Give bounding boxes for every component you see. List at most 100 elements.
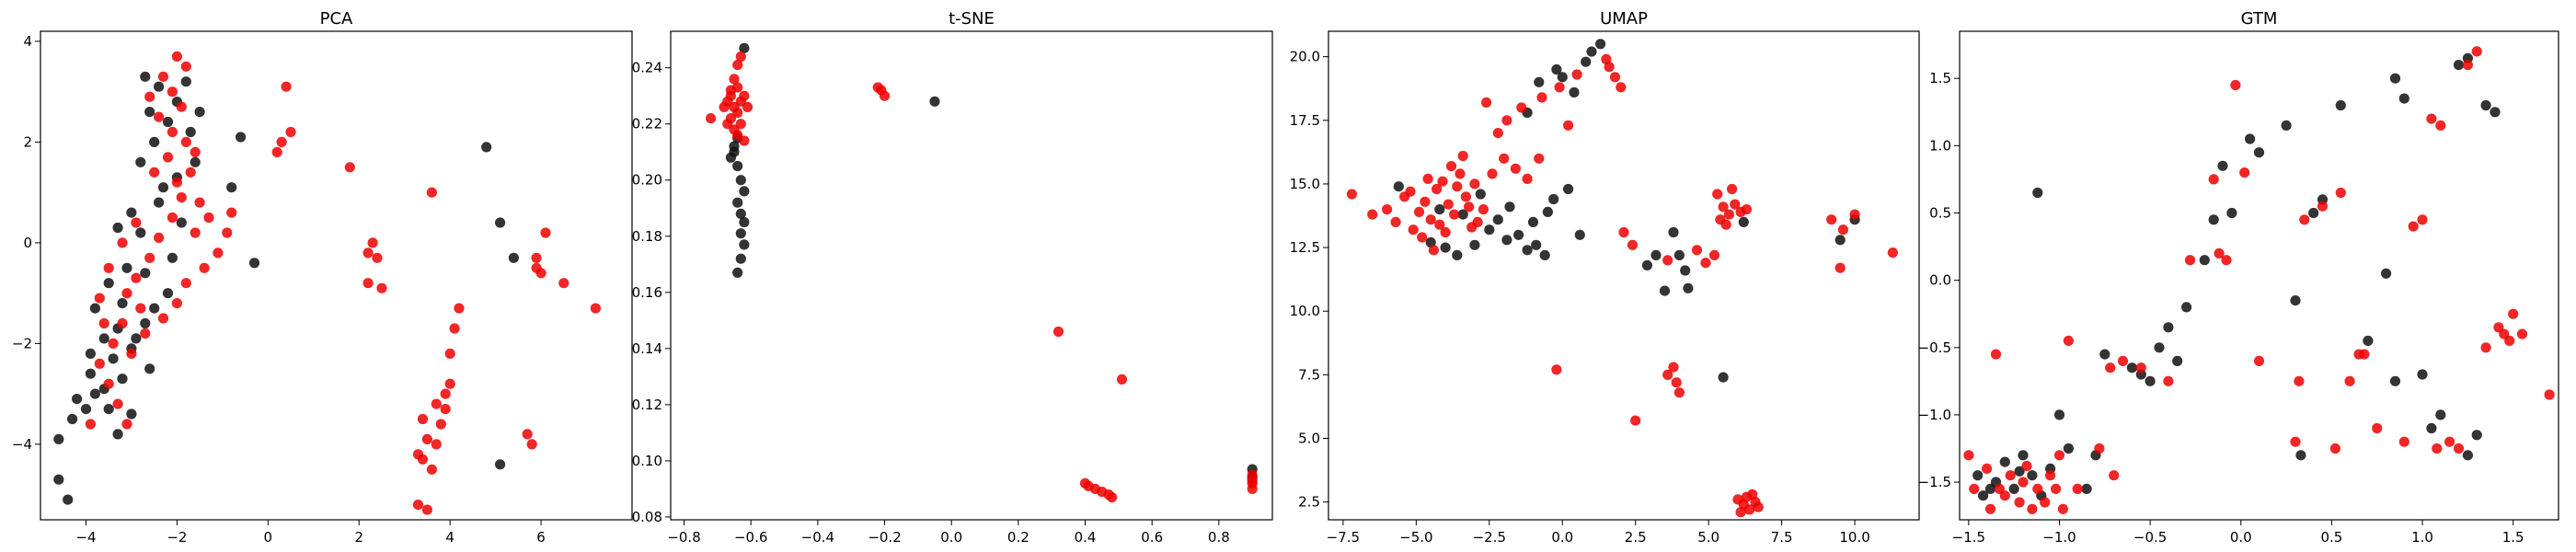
x-tick-label: −0.5 xyxy=(2133,529,2167,546)
data-point xyxy=(2294,375,2305,386)
data-point xyxy=(190,156,201,167)
data-point xyxy=(131,333,142,344)
data-point xyxy=(706,113,717,124)
data-point xyxy=(729,74,740,85)
data-point xyxy=(444,348,455,359)
data-point xyxy=(1673,387,1685,398)
data-point xyxy=(1413,206,1425,217)
data-point xyxy=(167,252,178,263)
x-tick-label: −2 xyxy=(167,529,187,546)
data-point xyxy=(1834,235,1846,246)
data-point xyxy=(421,433,432,444)
data-point xyxy=(2329,443,2340,454)
data-point xyxy=(412,500,424,511)
data-point xyxy=(112,222,123,234)
x-tick-label: 0.0 xyxy=(1551,529,1573,546)
data-point xyxy=(1499,153,1510,164)
data-point xyxy=(1422,173,1433,184)
data-point xyxy=(135,227,146,238)
x-tick-label: −0.4 xyxy=(801,529,834,546)
data-point xyxy=(732,197,743,208)
data-point xyxy=(2018,477,2029,488)
data-point xyxy=(1551,364,1562,375)
data-point xyxy=(180,136,191,147)
data-point xyxy=(1116,374,1128,385)
data-point xyxy=(1671,377,1682,388)
data-point xyxy=(2045,470,2056,481)
data-point xyxy=(1534,153,1545,164)
x-tick-label: −0.6 xyxy=(734,529,767,546)
data-point xyxy=(2032,483,2043,495)
data-point xyxy=(144,252,155,263)
data-point xyxy=(421,504,432,515)
data-point xyxy=(2493,322,2504,333)
data-point xyxy=(1425,214,1436,225)
data-point xyxy=(2208,214,2219,225)
data-point xyxy=(1513,229,1524,240)
data-point xyxy=(1504,201,1515,213)
data-point xyxy=(1715,214,1726,225)
data-point xyxy=(1445,161,1457,172)
x-tick-label: 2 xyxy=(354,529,363,546)
chart-panel-2: −0.8 −0.6 −0.4 −0.2 0.0 0.2 0.4 0.6 0.8 0.08 0.10 0… xyxy=(632,9,1273,546)
data-point xyxy=(1887,247,1898,259)
plot-frame xyxy=(40,30,633,521)
data-point xyxy=(1849,209,1860,220)
data-point xyxy=(171,298,182,309)
data-point xyxy=(2544,389,2555,400)
y-tick-label: 20.0 xyxy=(1290,49,1320,65)
data-point xyxy=(449,323,460,334)
x-tick-label: −7.5 xyxy=(1327,529,1360,546)
x-tick-label: −1.5 xyxy=(1952,529,1985,546)
data-point xyxy=(1522,245,1533,256)
chart-title: UMAP xyxy=(1600,9,1648,29)
data-point xyxy=(126,408,137,420)
data-point xyxy=(1609,72,1621,83)
data-point xyxy=(2163,322,2174,333)
data-point xyxy=(2032,187,2043,199)
data-point xyxy=(1542,206,1553,217)
data-point xyxy=(440,404,451,415)
data-point xyxy=(1464,201,1475,213)
x-tick-label: −0.8 xyxy=(667,529,700,546)
data-point xyxy=(1449,209,1460,220)
data-point xyxy=(2135,362,2146,374)
data-point xyxy=(126,348,137,359)
data-point xyxy=(1247,483,1258,495)
data-point xyxy=(1571,69,1582,80)
data-point xyxy=(590,303,602,314)
data-point xyxy=(190,227,201,238)
data-point xyxy=(739,239,750,250)
data-point xyxy=(2363,335,2374,346)
data-point xyxy=(190,146,201,157)
y-tick-label: 15.0 xyxy=(1290,176,1320,192)
data-point xyxy=(2444,436,2455,447)
data-point xyxy=(1469,178,1480,190)
data-point xyxy=(157,313,169,324)
data-point xyxy=(2426,113,2437,124)
data-point xyxy=(199,262,210,273)
data-point xyxy=(1999,456,2010,467)
data-point xyxy=(495,459,506,470)
data-point xyxy=(2471,46,2482,57)
data-point xyxy=(344,162,355,173)
data-point xyxy=(2027,503,2038,514)
data-point xyxy=(171,51,182,62)
y-tick-label: 7.5 xyxy=(1298,366,1320,383)
data-point xyxy=(2516,328,2528,339)
plot-frame xyxy=(1959,30,2559,521)
data-point xyxy=(2408,221,2419,232)
data-point xyxy=(1457,150,1468,162)
data-point xyxy=(126,207,137,218)
data-point xyxy=(2217,160,2228,171)
data-point xyxy=(1107,492,1118,503)
data-point xyxy=(2426,422,2437,434)
data-point xyxy=(1440,242,1451,253)
data-point xyxy=(167,86,178,98)
data-point xyxy=(2281,120,2292,131)
data-point xyxy=(2398,93,2409,104)
data-point xyxy=(2504,335,2515,346)
data-point xyxy=(876,85,887,96)
data-point xyxy=(1434,204,1445,215)
